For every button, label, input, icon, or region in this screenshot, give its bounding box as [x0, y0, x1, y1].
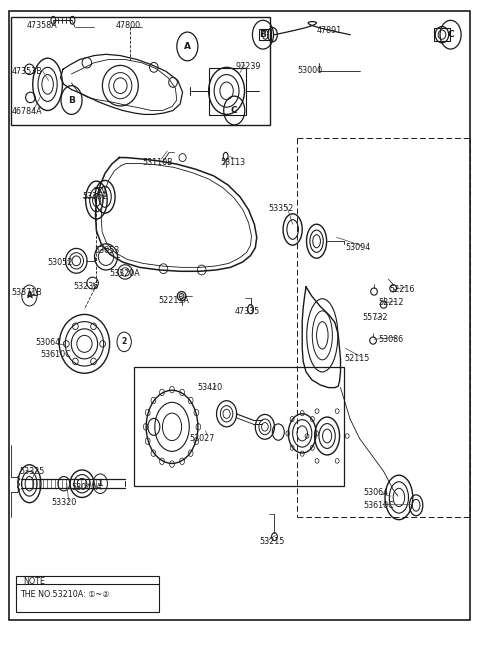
- Text: 47335: 47335: [234, 307, 260, 316]
- Text: 52216: 52216: [389, 285, 415, 294]
- Text: 53320: 53320: [51, 498, 76, 507]
- Text: 53052: 53052: [48, 257, 73, 267]
- Text: 53040A: 53040A: [72, 483, 102, 492]
- Text: 1: 1: [97, 479, 103, 488]
- Text: 53610C: 53610C: [363, 501, 394, 510]
- Text: 46784A: 46784A: [11, 107, 42, 117]
- Text: 53320A: 53320A: [110, 269, 141, 278]
- Text: 53236: 53236: [73, 282, 99, 291]
- Text: 52115: 52115: [344, 354, 370, 364]
- Text: 53113: 53113: [221, 159, 246, 167]
- Text: 53215: 53215: [259, 537, 285, 546]
- Text: 47891: 47891: [317, 26, 342, 35]
- Text: B: B: [260, 30, 266, 39]
- Text: 53371B: 53371B: [11, 288, 42, 297]
- Text: B: B: [68, 96, 75, 105]
- Text: 47800: 47800: [116, 21, 141, 30]
- Text: 47358A: 47358A: [27, 21, 58, 30]
- Text: A: A: [26, 291, 32, 300]
- Text: 53352: 53352: [82, 193, 108, 201]
- Bar: [134, 367, 344, 485]
- Text: 53610C: 53610C: [40, 350, 71, 360]
- Text: 2: 2: [121, 337, 127, 346]
- Text: 53325: 53325: [19, 467, 44, 476]
- Text: THE NO.53210A: ①~②: THE NO.53210A: ①~②: [20, 590, 109, 599]
- Text: 55732: 55732: [362, 312, 387, 322]
- Bar: [209, 68, 246, 115]
- Text: C: C: [447, 30, 454, 39]
- Text: 52213A: 52213A: [158, 295, 190, 305]
- Text: 52212: 52212: [379, 298, 404, 307]
- Text: 53352: 53352: [269, 204, 294, 213]
- Text: 53086: 53086: [379, 335, 404, 344]
- Text: A: A: [184, 42, 191, 51]
- Text: 97239: 97239: [235, 62, 261, 71]
- Bar: [434, 28, 450, 41]
- Text: 53064: 53064: [35, 338, 60, 347]
- Text: 53064: 53064: [363, 488, 389, 496]
- Bar: [259, 29, 271, 40]
- Text: 53053: 53053: [94, 246, 119, 255]
- Text: 53000: 53000: [298, 66, 323, 75]
- Text: 53410: 53410: [197, 383, 222, 392]
- Bar: [16, 576, 158, 612]
- Text: NOTE: NOTE: [24, 576, 46, 586]
- Text: 53094: 53094: [345, 243, 371, 252]
- Text: C: C: [231, 106, 238, 115]
- Text: 53110B: 53110B: [142, 159, 172, 167]
- Text: 53027: 53027: [190, 434, 215, 443]
- Bar: [11, 17, 270, 125]
- Text: 47353B: 47353B: [11, 67, 42, 76]
